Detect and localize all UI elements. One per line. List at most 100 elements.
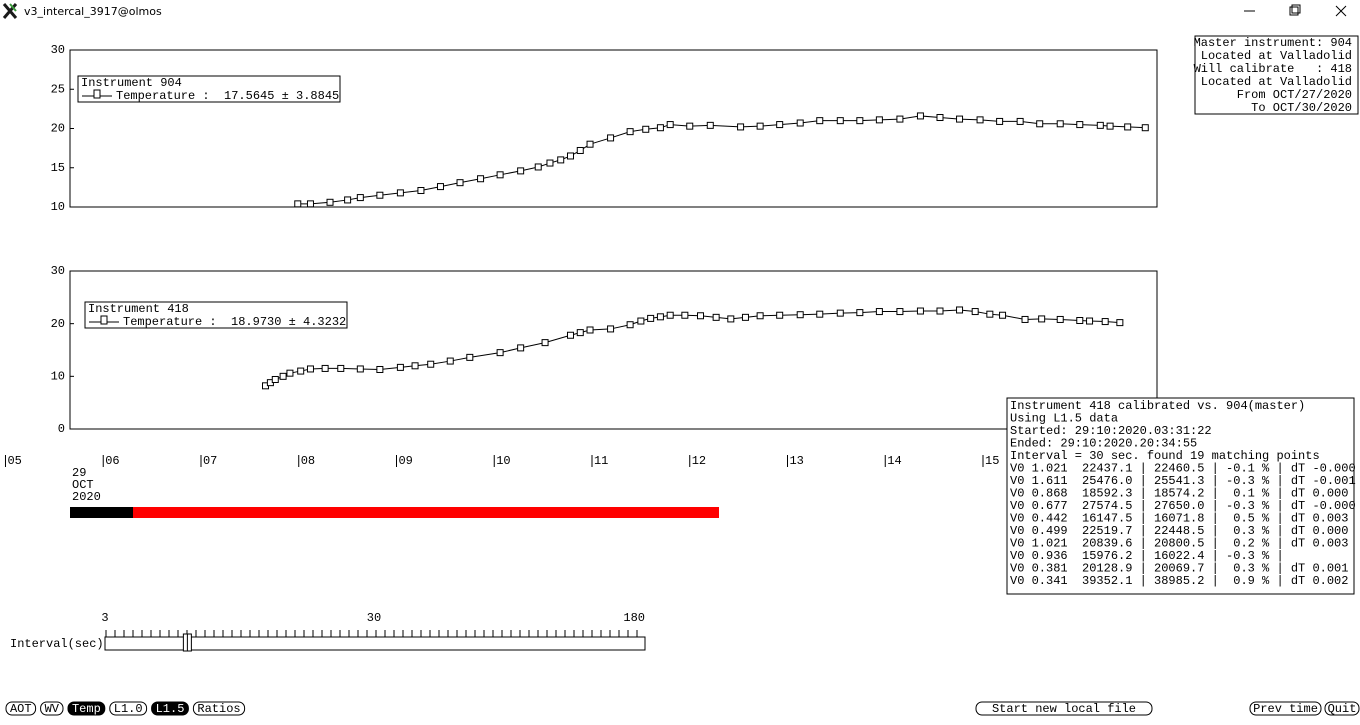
legend-label: Temperature : 17.5645 ± 3.8845: [116, 89, 339, 103]
data-marker: [396, 363, 404, 371]
data-marker: [496, 171, 504, 179]
y-tick-label: 20: [51, 122, 65, 136]
data-marker: [586, 140, 594, 148]
data-marker: [875, 116, 883, 124]
data-marker: [446, 357, 454, 365]
legend-title: Instrument 418: [88, 302, 189, 316]
results-line: V0 0.341 39352.1 | 38985.2 | 0.9 % | dT …: [1010, 574, 1348, 588]
tab-button-label[interactable]: AOT: [10, 702, 32, 716]
app-icon-accent: [9, 3, 17, 12]
data-marker: [1056, 315, 1064, 323]
action-button-label[interactable]: Prev time: [1253, 702, 1318, 716]
results-line: Using L1.5 data: [1010, 412, 1118, 426]
data-marker: [456, 179, 464, 187]
data-marker: [356, 194, 364, 202]
x-tick-label: 11: [594, 454, 608, 468]
x-tick-label: 12: [692, 454, 706, 468]
data-marker: [875, 308, 883, 316]
data-marker: [936, 114, 944, 122]
slider-label: Interval(sec): [10, 637, 104, 651]
tab-button-label[interactable]: Ratios: [197, 702, 240, 716]
slider-tick-label: 30: [367, 611, 381, 625]
data-marker: [396, 189, 404, 197]
action-button[interactable]: [1324, 701, 1360, 716]
data-marker: [344, 196, 352, 204]
info-line: Will calibrate : 418: [1194, 62, 1352, 76]
data-marker: [856, 309, 864, 317]
results-line: V0 0.442 16147.5 | 16071.8 | 0.5 % | dT …: [1010, 512, 1348, 526]
tab-button-label[interactable]: L1.5: [156, 702, 185, 716]
slider-tick-label: 3: [101, 611, 108, 625]
data-marker: [626, 321, 634, 329]
data-marker: [279, 372, 287, 380]
data-marker: [696, 312, 704, 320]
results-line: Interval = 30 sec. found 19 matching poi…: [1010, 449, 1320, 463]
results-line: V0 0.677 27574.5 | 27650.0 | -0.3 % | dT…: [1010, 499, 1356, 513]
results-line: V0 1.021 22437.1 | 22460.5 | -0.1 % | dT…: [1010, 462, 1356, 476]
data-marker: [936, 307, 944, 315]
tab-button[interactable]: [40, 701, 64, 716]
tab-button[interactable]: [151, 701, 189, 716]
results-line: V0 1.021 20839.6 | 20800.5 | 0.2 % | dT …: [1010, 537, 1348, 551]
close-button[interactable]: [1335, 5, 1347, 17]
data-marker: [477, 175, 485, 183]
data-marker: [916, 112, 924, 120]
data-marker: [1016, 117, 1024, 125]
data-marker: [637, 317, 645, 325]
x-tick-label: 07: [203, 454, 217, 468]
data-marker: [1076, 317, 1084, 325]
tab-button[interactable]: [109, 701, 148, 716]
data-marker: [297, 367, 305, 375]
data-marker: [321, 364, 329, 372]
results-line: V0 1.611 25476.0 | 25541.3 | -0.3 % | dT…: [1010, 474, 1356, 488]
results-line: Started: 29:10:2020.03:31:22: [1010, 424, 1212, 438]
legend-label: Temperature : 18.9730 ± 4.3232: [123, 315, 346, 329]
results-line: V0 0.381 20128.9 | 20069.7 | 0.3 % | dT …: [1010, 562, 1348, 576]
action-button[interactable]: [1249, 701, 1322, 716]
maximize-button[interactable]: [1289, 6, 1299, 16]
data-marker: [586, 326, 594, 334]
date-label: OCT: [72, 478, 94, 492]
data-marker: [956, 115, 964, 123]
info-line: Master instrument: 904: [1194, 36, 1352, 50]
maximize-button-back: [1291, 4, 1301, 14]
tab-button[interactable]: [5, 701, 37, 716]
data-marker: [976, 116, 984, 124]
action-button[interactable]: [975, 701, 1153, 716]
data-marker: [686, 122, 694, 130]
data-marker: [376, 191, 384, 199]
legend-marker: [100, 315, 108, 325]
data-marker: [294, 200, 302, 208]
data-marker: [427, 360, 435, 368]
tab-button-label[interactable]: L1.0: [114, 702, 143, 716]
data-marker: [607, 134, 615, 142]
data-marker: [626, 128, 634, 136]
data-marker: [1038, 315, 1046, 323]
tab-button[interactable]: [67, 701, 106, 716]
data-marker: [576, 146, 584, 154]
data-marker: [666, 121, 674, 129]
data-marker: [796, 119, 804, 127]
progress-red: [133, 507, 719, 518]
x-tick-label: 10: [496, 454, 510, 468]
data-marker: [1086, 317, 1094, 325]
action-button-label[interactable]: Start new local file: [992, 702, 1136, 716]
data-marker: [666, 311, 674, 319]
data-marker: [517, 167, 525, 175]
data-marker: [741, 313, 749, 321]
results-line: V0 0.499 22519.7 | 22448.5 | 0.3 % | dT …: [1010, 524, 1348, 538]
action-button-label[interactable]: Quit: [1328, 702, 1357, 716]
legend-box: [77, 75, 341, 103]
data-marker: [756, 122, 764, 130]
tab-button-label[interactable]: Temp: [72, 702, 101, 716]
tab-button-label[interactable]: WV: [45, 702, 60, 716]
data-marker: [856, 117, 864, 125]
data-marker: [896, 308, 904, 316]
data-marker: [647, 314, 655, 322]
plot-frame: [69, 270, 1158, 430]
data-marker: [986, 310, 994, 318]
tab-button[interactable]: [192, 701, 246, 716]
data-marker: [566, 152, 574, 160]
slider-tick-label: 180: [623, 611, 645, 625]
data-marker: [1021, 315, 1029, 323]
